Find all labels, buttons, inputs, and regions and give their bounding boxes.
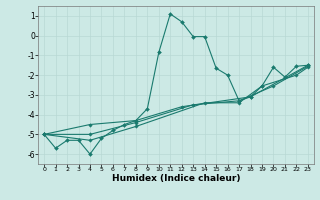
X-axis label: Humidex (Indice chaleur): Humidex (Indice chaleur)	[112, 174, 240, 183]
